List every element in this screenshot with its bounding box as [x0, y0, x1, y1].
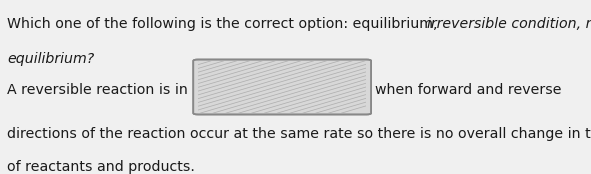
Text: when forward and reverse: when forward and reverse [375, 83, 562, 97]
FancyBboxPatch shape [193, 60, 371, 114]
Text: of reactants and products.: of reactants and products. [7, 160, 195, 174]
Text: irreversible condition, non-: irreversible condition, non- [427, 17, 591, 31]
Text: Which one of the following is the correct option: equilibrium,: Which one of the following is the correc… [7, 17, 442, 31]
Text: equilibrium?: equilibrium? [7, 52, 95, 66]
Bar [198, 61, 366, 113]
Text: directions of the reaction occur at the same rate so there is no overall change : directions of the reaction occur at the … [7, 127, 591, 141]
Text: A reversible reaction is in: A reversible reaction is in [7, 83, 188, 97]
